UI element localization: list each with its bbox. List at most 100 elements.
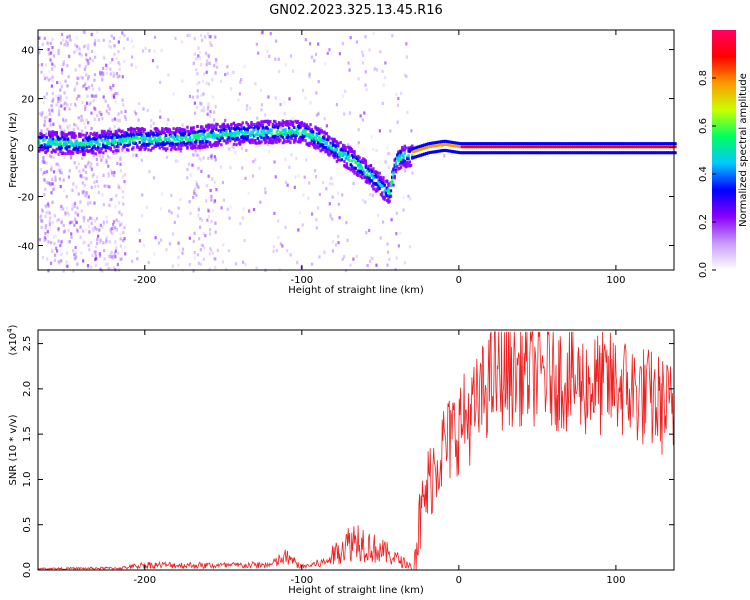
ridge-cell <box>343 144 346 148</box>
ridge-cell <box>328 145 331 149</box>
ridge-cell <box>55 147 58 151</box>
noise-speck <box>91 58 95 63</box>
ridge-cell <box>66 137 70 141</box>
ridge-cell <box>51 130 55 134</box>
ridge-cell <box>587 145 591 149</box>
noise-speck <box>209 154 213 158</box>
noise-speck <box>54 178 57 183</box>
ridge-cell <box>225 129 228 133</box>
ridge-cell <box>207 134 210 138</box>
ridge-cell <box>49 133 52 137</box>
ridge-cell <box>280 121 283 125</box>
ridge-cell <box>191 147 194 151</box>
noise-speck <box>54 234 57 238</box>
noise-speck <box>395 232 398 236</box>
ridge-cell <box>645 145 649 149</box>
ridge-cell <box>479 142 483 146</box>
ridge-cell <box>191 142 194 146</box>
noise-speck <box>375 148 378 153</box>
noise-speck <box>114 226 117 230</box>
noise-speck <box>47 204 50 208</box>
ridge-cell <box>261 120 265 124</box>
ridge-cell <box>500 145 504 149</box>
noise-speck <box>315 91 318 95</box>
ridge-cell <box>217 141 221 145</box>
noise-speck <box>237 98 240 102</box>
ridge-cell <box>573 142 577 146</box>
ridge-cell <box>159 142 163 146</box>
ridge-cell <box>110 135 114 139</box>
ridge-cell <box>81 151 85 155</box>
ridge-cell <box>237 127 241 131</box>
noise-speck <box>188 263 191 267</box>
ridge-cell <box>583 145 587 149</box>
ridge-cell <box>245 130 248 134</box>
noise-speck <box>48 112 51 116</box>
noise-speck <box>111 118 114 122</box>
ridge-cell <box>250 123 253 127</box>
noise-speck <box>133 110 136 114</box>
ridge-cell <box>306 127 310 131</box>
ridge-cell <box>368 180 371 184</box>
noise-speck <box>344 268 348 273</box>
ridge-cell <box>190 129 193 133</box>
noise-speck <box>55 162 58 166</box>
ridge-cell <box>579 151 583 155</box>
ridge-cell <box>554 151 558 155</box>
ridge-cell <box>95 134 99 138</box>
noise-speck <box>99 72 102 77</box>
ridge-cell <box>624 142 628 146</box>
ridge-cell <box>115 135 119 139</box>
noise-speck <box>210 153 214 157</box>
noise-speck <box>43 193 46 197</box>
noise-speck <box>123 150 127 154</box>
ridge-cell <box>320 129 324 133</box>
noise-speck <box>239 80 242 84</box>
noise-speck <box>38 238 41 242</box>
noise-speck <box>191 95 195 99</box>
noise-speck <box>174 36 177 41</box>
ridge-cell <box>447 149 451 153</box>
noise-speck <box>49 118 52 123</box>
noise-speck <box>207 215 211 219</box>
ridge-cell <box>311 137 315 141</box>
ridge-cell <box>201 132 204 136</box>
noise-speck <box>252 207 256 212</box>
noise-speck <box>391 34 394 38</box>
noise-speck <box>85 101 89 105</box>
ridge-cell <box>249 141 252 145</box>
ridge-cell <box>438 149 442 153</box>
noise-speck <box>384 75 387 80</box>
ridge-cell <box>343 164 346 168</box>
noise-speck <box>64 101 67 105</box>
ridge-cell <box>530 145 534 149</box>
ridge-cell <box>55 131 58 135</box>
noise-speck <box>146 108 149 113</box>
noise-speck <box>298 211 301 215</box>
ridge-cell <box>430 141 434 145</box>
noise-speck <box>130 55 134 59</box>
ridge-cell <box>547 142 551 146</box>
noise-speck <box>403 169 407 173</box>
ridge-cell <box>272 119 276 123</box>
ridge-cell <box>187 140 190 144</box>
noise-speck <box>103 257 106 261</box>
ridge-cell <box>449 149 453 153</box>
ridge-cell <box>489 142 493 146</box>
snr-series-line <box>37 331 675 571</box>
ridge-cell <box>430 145 434 148</box>
noise-speck <box>297 228 300 232</box>
ridge-cell <box>257 139 261 143</box>
ridge-cell <box>539 145 543 149</box>
ridge-cell <box>373 176 376 180</box>
ridge-cell <box>319 129 322 133</box>
ridge-cell <box>303 124 306 128</box>
noise-speck <box>95 227 98 231</box>
ridge-cell <box>641 145 645 149</box>
ridge-cell <box>375 171 379 175</box>
noise-speck <box>366 263 369 268</box>
noise-speck <box>68 107 71 111</box>
noise-speck <box>108 156 111 160</box>
ridge-cell <box>568 142 572 146</box>
